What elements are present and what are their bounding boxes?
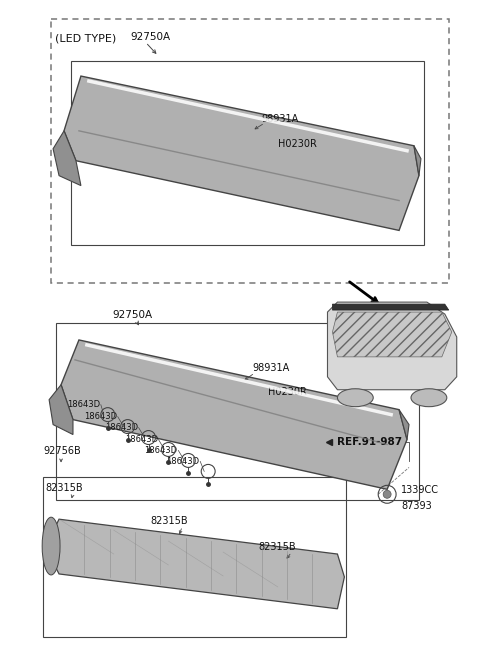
Polygon shape xyxy=(45,519,344,609)
Text: 92750A: 92750A xyxy=(113,310,153,320)
Text: 82315B: 82315B xyxy=(45,483,83,493)
Circle shape xyxy=(383,490,391,499)
Text: 98931A: 98931A xyxy=(262,114,299,124)
Text: 1339CC: 1339CC xyxy=(401,485,439,495)
Text: 92750A: 92750A xyxy=(131,32,171,42)
Polygon shape xyxy=(414,146,421,176)
Bar xyxy=(43,478,347,637)
Bar xyxy=(71,61,424,245)
Text: H0230R: H0230R xyxy=(278,139,317,149)
Polygon shape xyxy=(399,409,409,440)
Polygon shape xyxy=(49,385,73,434)
Polygon shape xyxy=(53,131,81,186)
Polygon shape xyxy=(64,76,419,230)
Polygon shape xyxy=(327,302,457,390)
Text: REF.91-987: REF.91-987 xyxy=(337,436,403,447)
Text: 18643D: 18643D xyxy=(144,446,178,455)
Ellipse shape xyxy=(411,389,447,407)
Text: (LED TYPE): (LED TYPE) xyxy=(55,33,116,43)
Text: 82315B: 82315B xyxy=(151,516,188,526)
Polygon shape xyxy=(333,304,449,310)
Bar xyxy=(56,323,419,501)
Text: 87393: 87393 xyxy=(401,501,432,511)
Polygon shape xyxy=(61,340,407,489)
Text: 92756B: 92756B xyxy=(43,447,81,457)
Text: 18643D: 18643D xyxy=(125,435,158,444)
Ellipse shape xyxy=(337,389,373,407)
Text: 82315B: 82315B xyxy=(258,542,296,552)
Text: 18643D: 18643D xyxy=(167,457,200,466)
FancyBboxPatch shape xyxy=(51,19,449,283)
Ellipse shape xyxy=(42,517,60,575)
Text: 18643D: 18643D xyxy=(84,412,117,421)
Text: 18643D: 18643D xyxy=(105,423,138,432)
Text: 98931A: 98931A xyxy=(252,363,289,373)
Text: 18643D: 18643D xyxy=(67,400,100,409)
Polygon shape xyxy=(333,312,452,357)
Text: H0230R: H0230R xyxy=(268,387,307,397)
